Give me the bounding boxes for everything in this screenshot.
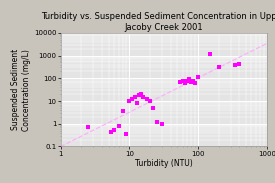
Title: Turbidity vs. Suspended Sediment Concentration in Upper
Jacoby Creek 2001: Turbidity vs. Suspended Sediment Concent… [42,12,275,32]
Point [160,122,164,125]
Point [137,94,142,97]
Point [193,81,197,84]
Point [130,98,134,101]
Point [109,130,114,133]
Point [145,98,149,101]
Point [141,96,145,98]
Point [183,82,187,85]
Point [112,128,116,131]
Point [196,75,200,78]
Point [139,93,144,96]
Point [133,96,137,98]
Point [154,120,159,123]
Point [148,100,152,102]
Point [116,124,121,127]
Point [181,79,185,82]
Point [233,63,238,66]
Point [135,102,139,105]
X-axis label: Turbidity (NTU): Turbidity (NTU) [135,159,192,168]
Point [127,100,131,102]
Point [189,80,194,83]
Point [185,80,189,83]
Point [187,78,192,81]
Point [216,66,221,69]
Point [191,79,195,82]
Point [178,80,182,83]
Point [86,126,90,129]
Point [237,62,242,65]
Point [124,133,128,136]
Point [208,52,212,55]
Y-axis label: Suspended Sediment
Concentration (mg/L): Suspended Sediment Concentration (mg/L) [11,49,31,131]
Point [151,106,155,109]
Point [120,110,125,113]
